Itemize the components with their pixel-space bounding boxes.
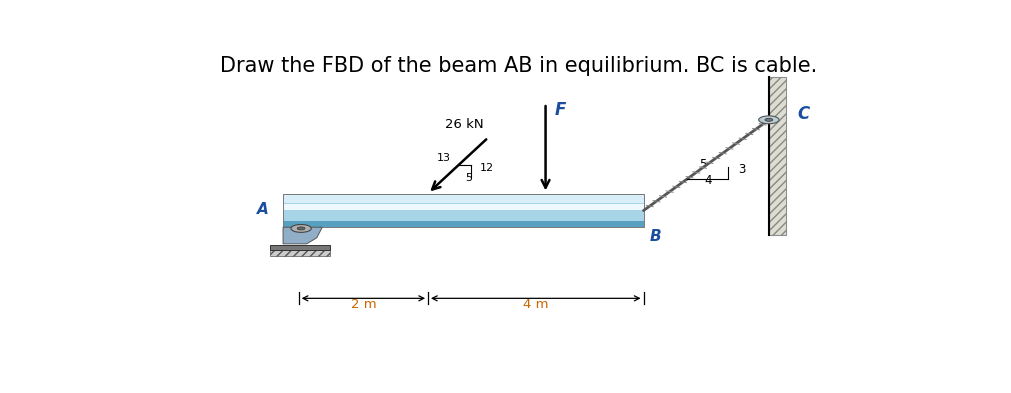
Circle shape	[765, 118, 772, 121]
Text: F: F	[555, 101, 566, 119]
Text: Draw the FBD of the beam AB in equilibrium. BC is cable.: Draw the FBD of the beam AB in equilibri…	[219, 56, 817, 76]
Text: 5: 5	[699, 158, 707, 171]
Text: 3: 3	[738, 163, 746, 176]
Circle shape	[297, 227, 305, 230]
Circle shape	[291, 224, 311, 232]
Text: A: A	[257, 202, 269, 217]
Text: 12: 12	[480, 163, 494, 173]
Bar	[283, 220, 644, 227]
Bar	[768, 77, 787, 235]
Bar	[270, 250, 330, 256]
Bar	[283, 194, 644, 227]
Text: C: C	[798, 105, 810, 123]
Circle shape	[758, 116, 779, 124]
Text: 26 kN: 26 kN	[446, 118, 484, 131]
Text: 4 m: 4 m	[523, 298, 549, 311]
Bar	[283, 194, 644, 227]
Bar	[283, 194, 644, 203]
Text: 13: 13	[437, 153, 451, 163]
Bar	[768, 77, 787, 235]
Text: 5: 5	[465, 173, 472, 183]
Polygon shape	[283, 227, 323, 244]
Bar	[270, 245, 330, 250]
Bar	[283, 204, 644, 210]
Text: B: B	[650, 229, 661, 244]
Text: 2 m: 2 m	[351, 298, 376, 311]
Text: 4: 4	[704, 174, 712, 187]
